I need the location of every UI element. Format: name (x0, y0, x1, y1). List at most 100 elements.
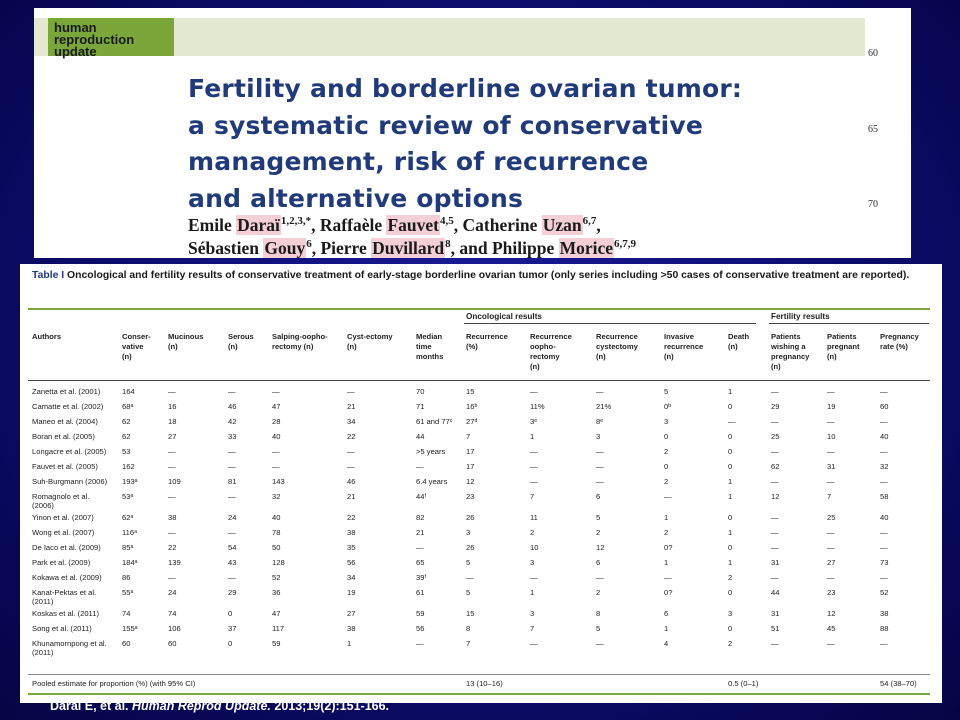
table-cell: 23 (466, 492, 475, 501)
table-row: Romagnolo et al. (2006) 53ᵃ — — 32 21 44ᶠ 23 7 6 — 1… (20, 490, 942, 511)
table-cell: 39ᶠ (416, 573, 427, 582)
table-cell-author: Song et al. (2011) (32, 624, 92, 633)
table-cell: 128 (272, 558, 285, 567)
table-cell: — (771, 573, 779, 582)
table-cell: 23 (827, 588, 836, 597)
table-cell-author: De Iaco et al. (2009) (32, 543, 101, 552)
table-cell: 117 (272, 624, 285, 633)
column-header: Pregnancy rate (%) (880, 332, 919, 351)
table-row: Camatte et al. (2002) 68ᵃ 16 46 47 21 71 16ᵇ 11%… (20, 400, 942, 415)
table-cell: 2 (530, 528, 535, 537)
table-cell: 40 (272, 432, 281, 441)
table-cell: — (347, 387, 355, 396)
table-caption-text: Oncological and fertility results of con… (67, 270, 910, 281)
group-header-fertility: Fertility results (771, 312, 830, 321)
table-cell: 143 (272, 477, 285, 486)
table-cell: 0 (664, 432, 669, 441)
table-cell: — (168, 387, 176, 396)
table-cell-author: Longacre et al. (2005) (32, 447, 107, 456)
table-cell: — (228, 387, 236, 396)
table-cell: 53ᵃ (122, 492, 134, 501)
table-cell: 1 (728, 492, 733, 501)
table-cell-author: Suh-Burgmann (2006) (32, 477, 108, 486)
table-cell: 40 (272, 513, 281, 522)
table-cell: 2 (728, 639, 733, 648)
table-cell: — (664, 573, 672, 582)
table-cell: 27 (827, 558, 836, 567)
paper-title: Fertility and borderline ovarian tumor: … (188, 74, 743, 213)
table-row: Kanat-Pektas et al. (2011) 55ᵃ 24 29 36 19 61 5 1… (20, 586, 942, 607)
paper-header: human reproduction update 60 65 70 Ferti… (34, 8, 911, 258)
table-cell: — (168, 573, 176, 582)
author-affiliation: 6,7 (582, 215, 597, 228)
table-cell-author: Yinon et al. (2007) (32, 513, 94, 522)
table-cell-author: Kokawa et al. (2009) (32, 573, 102, 582)
table-cell: 31 (771, 558, 780, 567)
table-cell-author: Romagnolo et al. (2006) (32, 492, 90, 510)
column-header: Authors (32, 332, 62, 341)
table-cell: — (880, 543, 888, 552)
citation: Daraï E, et al. Human Reprod Update. 201… (50, 699, 390, 713)
table-cell: — (168, 462, 176, 471)
table-cell: 60 (122, 639, 131, 648)
table-cell: 70 (416, 387, 425, 396)
table-cell: 7 (466, 639, 471, 648)
table-cell: 1 (530, 432, 535, 441)
table-cell: 5 (466, 558, 471, 567)
table-cell: 7 (827, 492, 832, 501)
table-cell: 1 (347, 639, 352, 648)
table-cell: 162 (122, 462, 135, 471)
table-cell: 54 (228, 543, 237, 552)
table-body: Zanetta et al. (2001) 164— — — —70 15— —5 1— — — C… (20, 385, 942, 658)
table-cell: — (596, 573, 604, 582)
table-cell: 3ᵉ (530, 417, 538, 426)
column-header: Cyst-ectomy (n) (347, 332, 393, 351)
table-cell: 33 (228, 432, 237, 441)
table-cell: 8 (596, 609, 601, 618)
table-cell: 27ᵈ (466, 417, 478, 426)
table-row: Yinon et al. (2007) 62ᵃ 38 24 40 22 82 26 11 5 1 0 —… (20, 511, 942, 526)
table-cell: — (347, 447, 355, 456)
table-cell: — (596, 639, 604, 648)
table-cell: 0 (728, 447, 733, 456)
table-cell: 81 (228, 477, 237, 486)
table-cell: 5 (466, 588, 471, 597)
table-cell: 0 (228, 639, 233, 648)
table-cell: 34 (347, 573, 356, 582)
table-cell: 16ᵇ (466, 402, 478, 411)
table-cell: 43 (228, 558, 237, 567)
table-cell-author: Kanat-Pektas et al. (2011) (32, 588, 97, 606)
table-cell: 22 (347, 432, 356, 441)
table-row: Koskas et al. (2011) 74 74 0 47 27 59 15 3 8 6 3 31 1… (20, 607, 942, 622)
group-header-oncological: Oncological results (466, 312, 542, 321)
table-cell: 46 (347, 477, 356, 486)
author-text: , and Philippe (450, 238, 559, 258)
table-cell: 0 (728, 432, 733, 441)
table-cell: — (416, 639, 424, 648)
table-cell: 62 (122, 417, 131, 426)
table-cell: 6.4 years (416, 477, 448, 486)
table-cell: 52 (880, 588, 889, 597)
table-cell: — (827, 447, 835, 456)
table-cell: — (530, 447, 538, 456)
authors-line: Sébastien Gouy6, Pierre Duvillard8, and … (188, 237, 888, 260)
table-cell: — (771, 447, 779, 456)
table-cell: 0? (664, 588, 673, 597)
column-header: Salping-oopho-rectomy (n) (272, 332, 328, 351)
table-cell: — (272, 447, 280, 456)
table-cell: — (416, 543, 424, 552)
table-cell: 68ᵃ (122, 402, 134, 411)
table-cell: 26 (466, 513, 475, 522)
paper-authors: Emile Daraï1,2,3,*, Raffaèle Fauvet4,5, … (188, 214, 888, 260)
table-cell: 56 (347, 558, 356, 567)
group-underline (769, 323, 929, 324)
table-row: Khunamornpong et al. (2011) 60 60 0 59 1 — 7 — — 4 2… (20, 637, 942, 658)
table-cell: 73 (880, 558, 889, 567)
table-cell: 53 (122, 447, 131, 456)
table-cell: — (827, 387, 835, 396)
table-cell: 56 (416, 624, 425, 633)
table-cell: — (771, 513, 779, 522)
table-cell: — (827, 543, 835, 552)
table-cell: 51 (771, 624, 780, 633)
table-cell: 46 (228, 402, 237, 411)
